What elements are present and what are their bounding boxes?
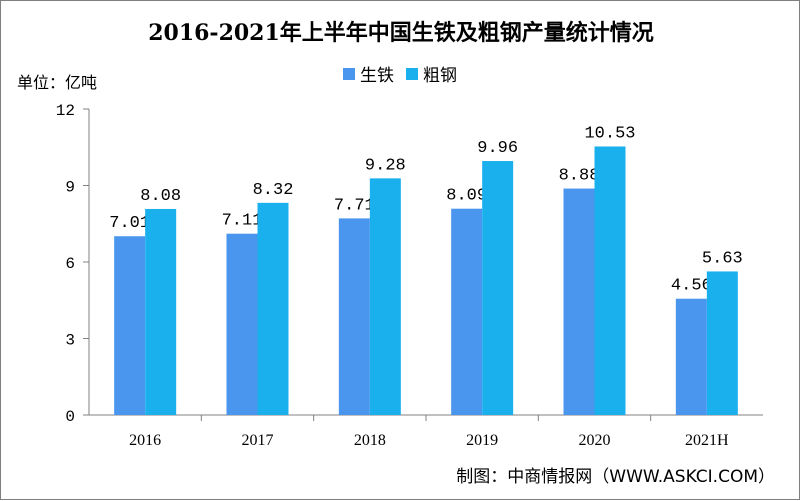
data-label: 7.11 — [222, 212, 263, 231]
legend-label-pig-iron: 生铁 — [360, 66, 394, 86]
y-tick-label: 6 — [65, 255, 75, 273]
legend-item-pig-iron: 生铁 — [343, 61, 394, 86]
x-category-label: 2020 — [579, 432, 611, 449]
bar-pig-iron — [114, 236, 146, 415]
data-label: 7.01 — [109, 214, 150, 233]
data-label: 5.63 — [702, 249, 743, 268]
x-category-label: 2016 — [129, 432, 161, 449]
data-label: 7.71 — [334, 196, 375, 215]
x-category-label: 2021H — [685, 432, 729, 449]
y-tick-label: 9 — [65, 179, 75, 197]
data-label: 8.88 — [559, 167, 600, 186]
bar-crude-steel — [257, 202, 289, 415]
legend-swatch-crude-steel — [406, 67, 418, 80]
y-tick-label: 12 — [56, 102, 75, 120]
legend-swatch-pig-iron — [343, 67, 355, 80]
bar-crude-steel — [706, 271, 738, 415]
x-category-label: 2018 — [354, 432, 386, 449]
data-label: 8.32 — [253, 181, 294, 200]
y-tick-label: 0 — [65, 408, 75, 426]
x-category-label: 2017 — [242, 432, 274, 449]
bar-pig-iron — [675, 298, 707, 415]
data-label: 8.09 — [446, 187, 487, 206]
chart-title: 2016-2021年上半年中国生铁及粗钢产量统计情况 — [148, 20, 654, 46]
data-label: 9.28 — [365, 156, 406, 175]
bar-crude-steel — [594, 146, 626, 416]
legend-label-crude-steel: 粗钢 — [423, 66, 457, 86]
data-label: 9.96 — [477, 139, 518, 158]
data-label: 10.53 — [584, 124, 635, 143]
bar-crude-steel — [369, 178, 401, 415]
legend-item-crude-steel: 粗钢 — [406, 61, 457, 86]
legend: 生铁 粗钢 — [343, 61, 457, 86]
data-label: 8.08 — [140, 187, 181, 206]
bar-crude-steel — [482, 161, 514, 415]
bar-pig-iron — [226, 233, 258, 415]
source-note: 制图：中商情报网（WWW.ASKCI.COM） — [456, 467, 775, 487]
x-category-label: 2019 — [466, 432, 498, 449]
bar-pig-iron — [451, 208, 483, 415]
bar-pig-iron — [563, 188, 595, 415]
y-tick-label: 3 — [65, 332, 75, 350]
unit-label: 单位：亿吨 — [17, 73, 98, 92]
bar-crude-steel — [145, 208, 177, 415]
data-label: 4.56 — [671, 277, 712, 296]
bar-pig-iron — [338, 218, 370, 415]
